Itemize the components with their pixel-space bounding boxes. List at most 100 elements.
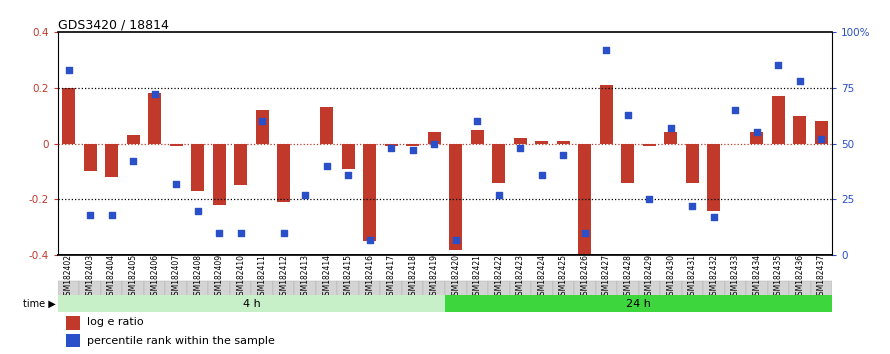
Bar [187, 281, 208, 312]
Bar [316, 281, 337, 312]
Bar [273, 281, 295, 312]
Point [406, 147, 420, 153]
Bar [384, 144, 398, 146]
Point [384, 145, 399, 151]
Bar [342, 144, 354, 169]
Point [190, 208, 205, 213]
Bar [424, 281, 445, 312]
Bar [337, 281, 359, 312]
Bar [252, 281, 273, 312]
Bar [553, 281, 574, 312]
Point [126, 159, 141, 164]
Point [578, 230, 592, 236]
Point [749, 130, 764, 135]
Bar [66, 316, 79, 330]
Bar [58, 295, 832, 315]
Point [643, 196, 657, 202]
Point [685, 203, 700, 209]
Point [599, 47, 613, 52]
Bar [320, 107, 333, 144]
Bar [471, 130, 484, 144]
Point [535, 172, 549, 178]
Point [814, 136, 829, 142]
Bar [402, 281, 424, 312]
Bar [428, 132, 441, 144]
Bar [794, 116, 806, 144]
Bar [445, 295, 832, 312]
Bar [746, 281, 767, 312]
Bar [58, 295, 445, 312]
Bar [62, 88, 75, 144]
Bar [750, 132, 764, 144]
Bar [105, 144, 118, 177]
Bar [639, 281, 660, 312]
Bar [531, 281, 553, 312]
Point [793, 78, 807, 84]
Bar [767, 281, 789, 312]
Bar [255, 110, 269, 144]
Bar [789, 281, 811, 312]
Point [470, 118, 484, 124]
Bar [514, 138, 527, 144]
Bar [510, 281, 531, 312]
Point [362, 237, 376, 242]
Point [104, 212, 118, 218]
Bar [126, 135, 140, 144]
Text: time ▶: time ▶ [23, 299, 56, 309]
Bar [208, 281, 230, 312]
Bar [488, 281, 509, 312]
Bar [363, 144, 376, 241]
Bar [144, 281, 166, 312]
Point [148, 92, 162, 97]
Bar [58, 281, 79, 312]
Point [169, 181, 183, 187]
Bar [148, 93, 161, 144]
Bar [166, 281, 187, 312]
Point [728, 107, 742, 113]
Bar [682, 281, 703, 312]
Point [277, 230, 291, 236]
Point [298, 192, 312, 198]
Bar [724, 281, 746, 312]
Point [61, 67, 76, 73]
Bar [595, 281, 617, 312]
Bar [574, 281, 595, 312]
Bar [213, 144, 226, 205]
Bar [84, 144, 97, 171]
Point [341, 172, 355, 178]
Point [620, 112, 635, 118]
Bar [811, 281, 832, 312]
Bar [381, 281, 402, 312]
Bar [686, 144, 699, 183]
Bar [643, 144, 656, 146]
Bar [295, 281, 316, 312]
Bar [359, 281, 381, 312]
Point [707, 215, 721, 220]
Bar [664, 132, 677, 144]
Point [427, 141, 441, 147]
Bar [101, 281, 123, 312]
Bar [600, 85, 612, 144]
Bar [445, 281, 466, 312]
Bar [278, 144, 290, 202]
Bar [449, 144, 462, 250]
Point [83, 212, 97, 218]
Point [320, 163, 334, 169]
Text: percentile rank within the sample: percentile rank within the sample [87, 336, 275, 346]
Point [449, 237, 463, 242]
Bar [708, 144, 720, 211]
Text: GDS3420 / 18814: GDS3420 / 18814 [58, 19, 169, 32]
Bar [703, 281, 724, 312]
Point [514, 145, 528, 151]
Point [233, 230, 247, 236]
Point [556, 152, 570, 158]
Bar [621, 144, 635, 183]
Bar [466, 281, 488, 312]
Bar [557, 141, 570, 144]
Point [664, 125, 678, 131]
Bar [230, 281, 252, 312]
Bar [815, 121, 828, 144]
Bar [617, 281, 639, 312]
Bar [191, 144, 204, 191]
Bar [123, 281, 144, 312]
